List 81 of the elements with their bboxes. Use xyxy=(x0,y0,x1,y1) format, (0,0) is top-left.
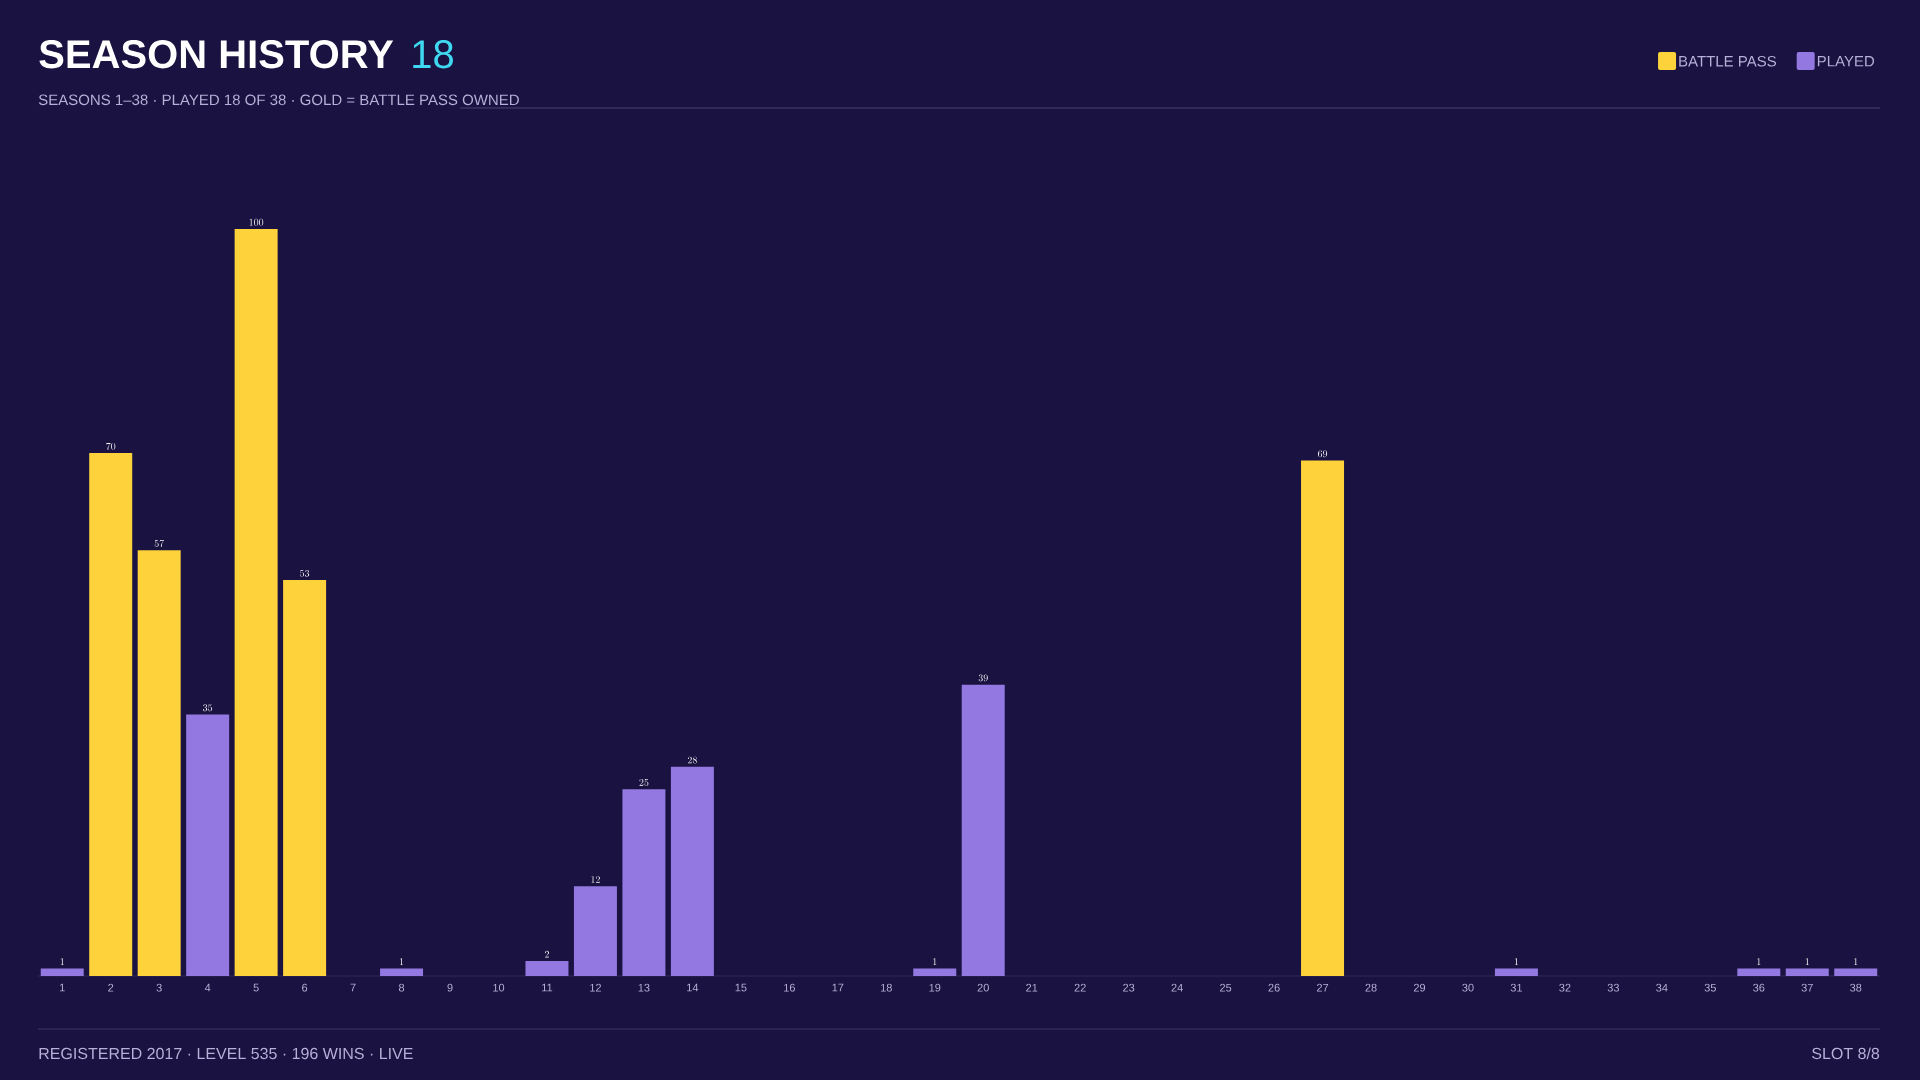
x-tick-label: 32 xyxy=(1559,983,1571,992)
data-label: 12 xyxy=(591,876,600,883)
x-tick-label: 11 xyxy=(542,983,553,992)
bar xyxy=(137,550,181,976)
bar xyxy=(573,886,617,976)
bar xyxy=(670,766,714,976)
data-label: 1 xyxy=(1514,958,1519,965)
data-label: 35 xyxy=(203,704,213,712)
bar xyxy=(1494,968,1538,976)
x-tick-label: 6 xyxy=(302,983,308,992)
x-tick-label: 16 xyxy=(784,983,795,992)
bar xyxy=(961,684,1005,976)
x-tick-label: 26 xyxy=(1268,983,1280,992)
data-label: 39 xyxy=(978,674,988,682)
x-tick-label: 23 xyxy=(1123,983,1135,992)
x-tick-label: 19 xyxy=(929,983,941,992)
x-tick-label: 9 xyxy=(447,983,453,992)
bar xyxy=(1785,968,1829,976)
x-tick-label: 5 xyxy=(253,983,259,992)
bar xyxy=(40,968,84,976)
legend-label: BATTLE PASS xyxy=(1679,55,1777,67)
data-label: 1 xyxy=(399,958,404,965)
x-tick-label: 21 xyxy=(1026,983,1038,992)
x-tick-label: 36 xyxy=(1753,983,1765,992)
data-label: 100 xyxy=(249,218,264,226)
text: REGISTERED 2017 · LEVEL 535 · 196 WINS · LIVE xyxy=(39,1047,413,1060)
x-tick-label: 27 xyxy=(1316,983,1329,992)
x-tick-label: 31 xyxy=(1510,983,1523,992)
x-tick-label: 28 xyxy=(1365,983,1377,992)
chart-title: SEASON HISTORY xyxy=(39,40,394,69)
x-tick-label: 17 xyxy=(832,983,844,992)
bar xyxy=(89,453,133,976)
data-label: 69 xyxy=(1317,450,1328,458)
x-tick-label: 8 xyxy=(398,983,405,992)
bar xyxy=(186,714,230,976)
bar xyxy=(1737,968,1781,976)
x-tick-label: 10 xyxy=(493,983,505,992)
x-tick-label: 38 xyxy=(1850,983,1862,992)
x-tick-label: 3 xyxy=(156,983,162,992)
x-tick-label: 12 xyxy=(590,983,602,992)
bar xyxy=(622,789,666,976)
x-tick-label: 4 xyxy=(204,983,211,992)
data-label: 1 xyxy=(1757,958,1761,965)
bar xyxy=(234,229,278,976)
x-tick-label: 15 xyxy=(735,983,747,992)
chart-subtitle: SEASONS 1–38 · PLAYED 18 OF 38 · GOLD = BATTLE PASS OWNED xyxy=(38,94,519,106)
text: SLOT 8/8 xyxy=(1812,1047,1880,1060)
x-tick-label: 37 xyxy=(1801,983,1813,992)
x-tick-label: 13 xyxy=(638,983,650,992)
data-label: 28 xyxy=(687,756,697,764)
bar xyxy=(380,968,424,976)
x-tick-label: 33 xyxy=(1607,983,1619,992)
bar xyxy=(525,961,569,976)
data-label: 57 xyxy=(154,539,165,547)
x-tick-label: 25 xyxy=(1220,983,1232,992)
bar xyxy=(913,968,957,976)
x-tick-label: 7 xyxy=(350,983,356,992)
x-tick-label: 34 xyxy=(1656,983,1668,992)
bar xyxy=(1301,460,1345,976)
x-tick-label: 20 xyxy=(977,983,989,992)
bar xyxy=(1834,968,1878,976)
x-tick-label: 22 xyxy=(1074,983,1086,992)
x-tick-label: 14 xyxy=(687,983,699,992)
x-tick-label: 18 xyxy=(880,983,892,992)
x-tick-label: 24 xyxy=(1171,983,1183,992)
data-label: 53 xyxy=(300,569,310,577)
data-label: 1 xyxy=(60,958,64,965)
x-tick-label: 30 xyxy=(1462,983,1474,992)
data-label: 2 xyxy=(544,950,549,958)
legend-label: PLAYED xyxy=(1817,56,1875,67)
data-label: 25 xyxy=(639,779,649,786)
data-label: 70 xyxy=(106,442,116,450)
bar xyxy=(283,580,327,976)
x-tick-label: 35 xyxy=(1704,983,1716,992)
x-tick-label: 1 xyxy=(60,983,65,992)
x-tick-label: 29 xyxy=(1413,983,1426,992)
text: 18 xyxy=(413,40,453,69)
data-label: 1 xyxy=(1805,958,1809,965)
data-label: 1 xyxy=(933,958,937,965)
data-label: 1 xyxy=(1854,958,1858,965)
x-tick-label: 2 xyxy=(108,983,114,992)
